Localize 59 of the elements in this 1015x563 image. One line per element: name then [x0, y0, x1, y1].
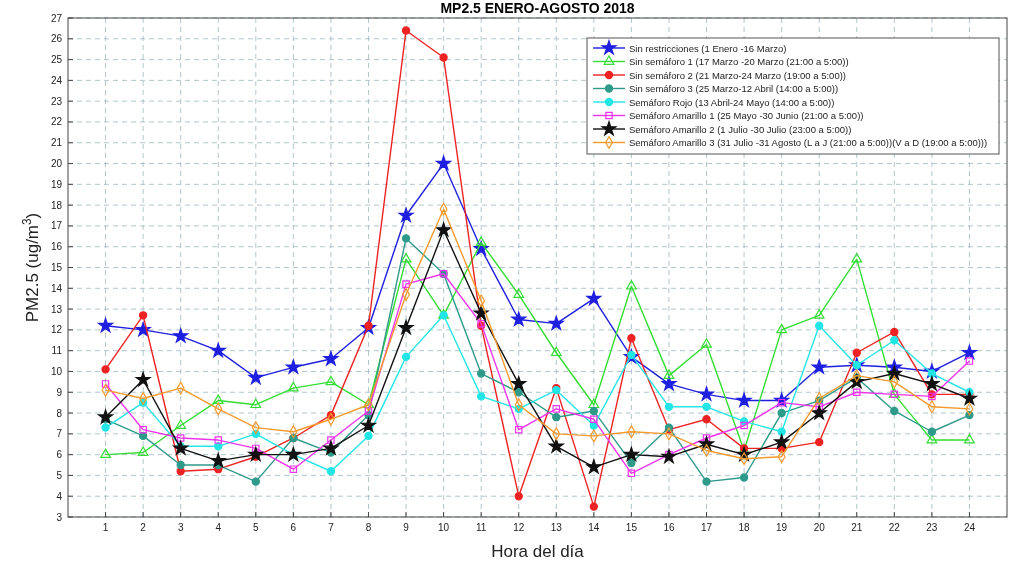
x-tick-label: 22 [888, 522, 901, 533]
y-tick-label: 15 [50, 262, 63, 273]
y-tick-label: 25 [50, 54, 63, 66]
y-tick-label: 3 [56, 511, 63, 523]
legend-label: Semáforo Amarillo 1 (25 Mayo -30 Junio (21:00 a 5:00)) [629, 110, 864, 121]
x-tick-label: 10 [438, 522, 450, 533]
y-tick-label: 16 [50, 241, 63, 253]
x-tick-label: 20 [813, 522, 826, 533]
legend-label: Sin semáforo 3 (25 Marzo-12 Abril (14:00 a 5:00)) [629, 83, 839, 94]
x-tick-label: 11 [475, 522, 487, 533]
x-tick-label: 17 [700, 522, 713, 533]
y-tick-label: 9 [56, 386, 63, 398]
y-tick-label: 19 [50, 178, 63, 190]
y-tick-label: 20 [50, 158, 63, 170]
y-tick-label: 7 [56, 428, 63, 440]
x-tick-label: 13 [550, 522, 563, 533]
y-tick-label: 17 [50, 220, 63, 232]
x-tick-label: 7 [328, 522, 335, 533]
y-tick-label: 22 [50, 116, 63, 128]
x-tick-label: 9 [403, 522, 410, 533]
x-tick-label: 12 [513, 522, 525, 533]
y-tick-label: 6 [56, 449, 63, 461]
x-tick-label: 1 [102, 522, 109, 533]
x-tick-label: 24 [963, 522, 976, 533]
legend-label: Semáforo Amarillo 2 (1 Julio -30 Julio (23:00 a 5:00)) [629, 123, 852, 135]
legend-label: Semáforo Rojo (13 Abril-24 Mayo (14:00 a 5:00)) [629, 96, 835, 108]
y-tick-label: 21 [50, 137, 63, 149]
y-tick-label: 24 [50, 74, 63, 86]
chart-title: MP2.5 ENERO-AGOSTO 2018 [440, 0, 635, 16]
x-axis-title: Hora del día [491, 542, 585, 561]
y-tick-label: 27 [50, 12, 63, 24]
x-tick-label: 14 [588, 522, 600, 533]
x-tick-label: 6 [290, 522, 297, 533]
legend-label: Sin semáforo 2 (21 Marzo-24 Marzo (19:00 a 5:00)) [629, 69, 847, 81]
legend-label: Sin restricciones (1 Enero -16 Marzo) [629, 42, 787, 54]
legend-label: Semáforo Amarillo 3 (31 Julio -31 Agosto (L a J (21:00 a 5:00))(V a D (19:00 a 5:00))) [629, 137, 988, 148]
y-tick-label: 13 [50, 303, 63, 315]
y-tick-label: 18 [50, 199, 63, 211]
x-tick-label: 4 [215, 522, 222, 533]
x-tick-label: 5 [253, 522, 260, 533]
y-tick-label: 14 [50, 282, 63, 294]
x-tick-label: 15 [625, 522, 638, 533]
x-tick-label: 3 [177, 522, 184, 533]
x-tick-label: 19 [776, 522, 788, 533]
y-tick-label: 26 [50, 33, 63, 45]
legend-label: Sin semáforo 1 (17 Marzo -20 Marzo (21:00 a 5:00)) [629, 56, 849, 67]
y-tick-label: 4 [56, 490, 63, 502]
x-tick-label: 2 [140, 522, 147, 533]
x-tick-label: 21 [851, 522, 863, 533]
x-tick-label: 16 [663, 522, 675, 533]
y-tick-label: 5 [56, 469, 63, 481]
y-tick-label: 10 [50, 365, 63, 377]
y-tick-label: 12 [50, 324, 63, 336]
y-tick-label: 23 [50, 95, 63, 107]
x-tick-label: 8 [365, 522, 372, 533]
x-tick-label: 18 [738, 522, 751, 533]
y-tick-label: 8 [56, 407, 63, 419]
y-tick-label: 11 [51, 345, 63, 357]
x-tick-label: 23 [926, 522, 938, 533]
